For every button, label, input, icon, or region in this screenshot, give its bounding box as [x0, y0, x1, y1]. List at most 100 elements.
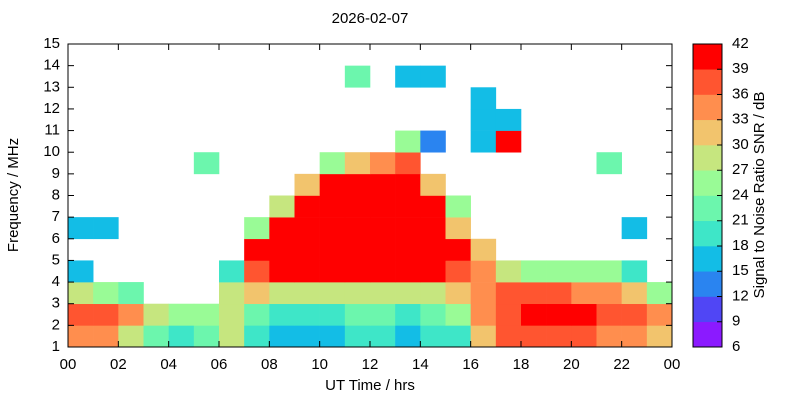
heat-cell: [621, 303, 648, 326]
heat-cell: [344, 238, 371, 261]
heat-cell: [319, 152, 346, 175]
x-tick-label: 16: [462, 356, 479, 373]
heat-cell: [546, 303, 572, 326]
heat-cell: [344, 217, 371, 240]
heat-cell: [269, 325, 295, 348]
y-axis-label: Frequency / MHz: [5, 138, 22, 252]
heat-cell: [244, 325, 270, 348]
x-tick-label: 06: [211, 356, 228, 373]
colorbar-tick-label: 12: [732, 287, 749, 304]
y-tick-label: 4: [52, 273, 60, 290]
heat-cell: [596, 282, 622, 305]
heat-cell: [420, 173, 446, 196]
heat-cell: [495, 130, 522, 153]
heat-cell: [420, 217, 446, 240]
heat-cell: [395, 282, 421, 305]
colorbar-segment: [693, 69, 722, 95]
heat-cell: [546, 325, 572, 348]
heat-cell: [445, 303, 471, 326]
colorbar-segment: [693, 170, 722, 196]
colorbar-segment: [693, 271, 722, 297]
heat-cell: [344, 325, 371, 348]
y-tick-label: 2: [52, 316, 60, 333]
y-tick-label: 1: [52, 338, 60, 355]
y-tick-label: 15: [43, 35, 60, 52]
heat-cell: [621, 217, 648, 240]
heat-cell: [193, 303, 220, 326]
heat-cell: [319, 260, 346, 283]
heat-cell: [470, 260, 497, 283]
heat-cell: [294, 260, 320, 283]
heat-cell: [319, 195, 346, 218]
heat-cell: [521, 260, 547, 283]
heat-cell: [370, 217, 396, 240]
heat-cell: [470, 108, 497, 131]
x-tick-label: 14: [412, 356, 429, 373]
heat-cell: [168, 303, 195, 326]
colorbar-tick-label: 21: [732, 212, 749, 229]
heat-cell: [269, 282, 295, 305]
heat-cell: [370, 152, 396, 175]
heat-cell: [219, 325, 245, 348]
x-tick-label: 02: [110, 356, 127, 373]
heat-cell: [68, 325, 94, 348]
colorbar-tick-label: 15: [732, 262, 749, 279]
x-tick-label: 10: [311, 356, 328, 373]
heat-cell: [470, 130, 497, 153]
heat-cell: [445, 195, 471, 218]
heat-cell: [395, 238, 421, 261]
heat-cell: [344, 65, 371, 88]
x-tick-label: 00: [60, 356, 77, 373]
heat-cell: [319, 325, 346, 348]
colorbar-tick-label: 18: [732, 237, 749, 254]
x-tick-label: 12: [362, 356, 379, 373]
x-tick-label: 00: [664, 356, 681, 373]
heat-cell: [621, 282, 648, 305]
y-tick-label: 10: [43, 143, 60, 160]
heat-cell: [244, 260, 270, 283]
colorbar-tick-label: 27: [732, 161, 749, 178]
heat-cell: [344, 303, 371, 326]
heat-cell: [395, 303, 421, 326]
chart-title: 2026-02-07: [332, 10, 409, 27]
heat-cell: [319, 217, 346, 240]
heat-cell: [596, 303, 622, 326]
colorbar-segment: [693, 94, 722, 121]
heat-cell: [596, 260, 622, 283]
heat-cell: [294, 282, 320, 305]
x-tick-label: 08: [261, 356, 278, 373]
heat-cell: [344, 260, 371, 283]
heat-cell: [344, 195, 371, 218]
heat-cell: [344, 282, 371, 305]
y-tick-label: 12: [43, 100, 60, 117]
heat-cell: [319, 173, 346, 196]
heat-cell: [571, 282, 597, 305]
heat-cell: [143, 303, 169, 326]
heat-cell: [395, 195, 421, 218]
heat-cell: [395, 325, 421, 348]
heat-cell: [294, 325, 320, 348]
heat-cell: [118, 282, 144, 305]
heat-cell: [93, 217, 119, 240]
heat-cell: [470, 87, 497, 110]
heat-cell: [646, 282, 673, 305]
heat-cell: [118, 325, 144, 348]
colorbar-tick-label: 39: [732, 60, 749, 77]
colorbar-segment: [693, 195, 722, 222]
colorbar-tick-label: 9: [732, 313, 740, 330]
heat-cell: [546, 282, 572, 305]
heat-cell: [294, 195, 320, 218]
heat-cell: [370, 260, 396, 283]
colorbar-segment: [693, 44, 722, 70]
heat-cell: [571, 260, 597, 283]
y-tick-label: 7: [52, 208, 60, 225]
colorbar-tick-label: 36: [732, 85, 749, 102]
heat-cell: [395, 173, 421, 196]
heat-cell: [168, 325, 195, 348]
x-tick-label: 18: [513, 356, 530, 373]
heat-cell: [68, 303, 94, 326]
heat-cell: [68, 282, 94, 305]
colorbar-segment: [693, 119, 722, 146]
heat-cell: [244, 217, 270, 240]
